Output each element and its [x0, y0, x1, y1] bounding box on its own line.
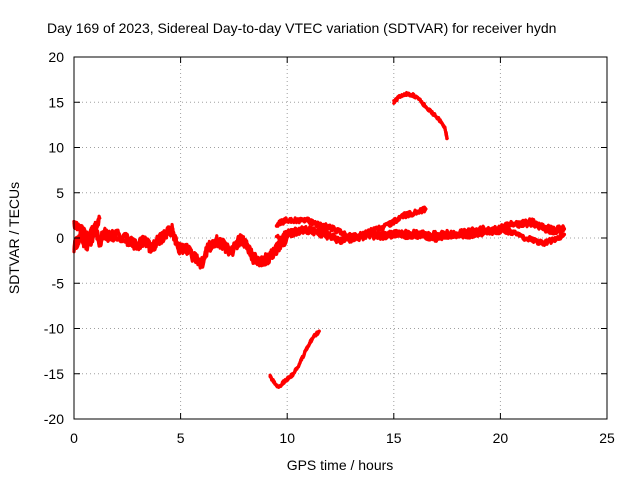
series-line [392, 91, 449, 140]
y-tick-label: 15 [48, 94, 64, 110]
y-tick-label: 10 [48, 140, 64, 156]
series-arc-upper [392, 91, 449, 141]
y-axis-label: SDTVAR / TECUs [6, 182, 22, 294]
x-tick-label: 25 [599, 430, 615, 446]
axis-ticks: 0 5 10 15 20 25 20 15 10 5 0 -5 -10 -15 -20 [44, 49, 615, 446]
x-tick-label: 15 [386, 430, 402, 446]
x-tick-label: 5 [177, 430, 185, 446]
y-tick-label: 20 [48, 49, 64, 65]
chart-title: Day 169 of 2023, Sidereal Day-to-day VTE… [47, 20, 556, 36]
y-tick-label: -10 [44, 321, 64, 337]
series-band-left-loop [72, 214, 102, 247]
grid-lines [74, 57, 607, 419]
series-band-main [72, 220, 289, 270]
x-tick-label: 10 [279, 430, 295, 446]
series-arc-lower [268, 329, 321, 389]
data-series [72, 91, 566, 389]
series-line [392, 227, 566, 247]
x-tick-label: 20 [493, 430, 509, 446]
series-band-right-lower [392, 227, 566, 247]
x-axis-label: GPS time / hours [287, 457, 394, 473]
y-tick-label: -15 [44, 366, 64, 382]
series-line [268, 329, 321, 389]
y-tick-label: 5 [56, 185, 64, 201]
series-line [72, 224, 289, 270]
y-tick-label: -20 [44, 411, 64, 427]
y-tick-label: -5 [52, 275, 65, 291]
x-tick-label: 0 [70, 430, 78, 446]
series-line [72, 216, 102, 247]
y-tick-label: 0 [56, 230, 64, 246]
